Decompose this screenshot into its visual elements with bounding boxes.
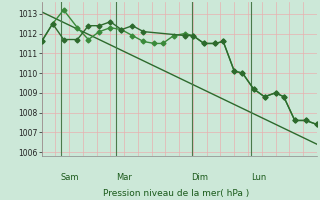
Text: Lun: Lun bbox=[251, 173, 266, 182]
Text: Dim: Dim bbox=[192, 173, 209, 182]
Text: Mar: Mar bbox=[116, 173, 132, 182]
Text: Sam: Sam bbox=[61, 173, 79, 182]
Text: Pression niveau de la mer( hPa ): Pression niveau de la mer( hPa ) bbox=[103, 189, 249, 198]
